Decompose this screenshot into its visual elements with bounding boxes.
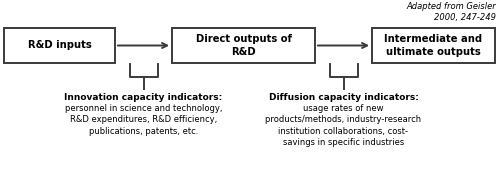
Text: Direct outputs of
R&D: Direct outputs of R&D xyxy=(196,34,292,57)
FancyBboxPatch shape xyxy=(372,28,495,63)
Text: Diffusion capacity indicators:: Diffusion capacity indicators: xyxy=(268,93,418,102)
Text: Innovation capacity indicators:: Innovation capacity indicators: xyxy=(64,93,222,102)
Text: R&D inputs: R&D inputs xyxy=(28,40,92,51)
Text: Intermediate and
ultimate outputs: Intermediate and ultimate outputs xyxy=(384,34,482,57)
Text: usage rates of new
products/methods, industry-research
institution collaboration: usage rates of new products/methods, ind… xyxy=(266,104,422,147)
Text: personnel in science and technology,
R&D expenditures, R&D efficiency,
publicati: personnel in science and technology, R&D… xyxy=(65,104,222,136)
Text: Adapted from Geisler
2000, 247-249: Adapted from Geisler 2000, 247-249 xyxy=(406,2,496,22)
FancyBboxPatch shape xyxy=(4,28,115,63)
FancyBboxPatch shape xyxy=(172,28,315,63)
